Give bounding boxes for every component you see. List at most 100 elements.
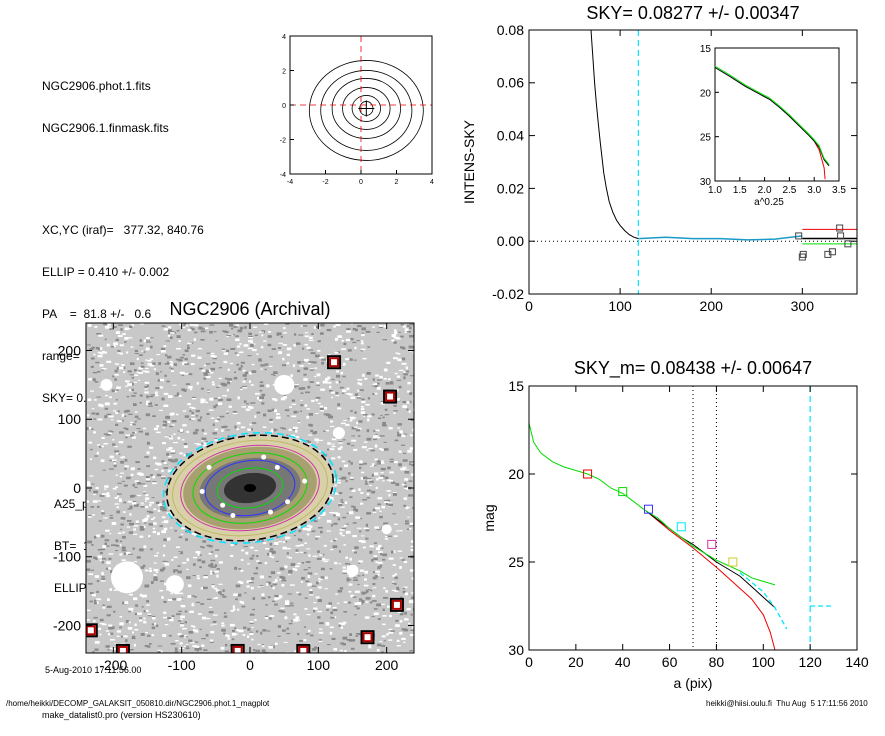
noise-speck xyxy=(163,461,167,465)
noise-speck xyxy=(156,354,161,356)
noise-speck xyxy=(108,415,114,418)
inset-xlabel: a^0.25 xyxy=(754,197,784,208)
contour-ytick-label: 0 xyxy=(282,103,286,110)
noise-speck xyxy=(218,583,223,585)
noise-speck xyxy=(348,511,354,515)
noise-speck xyxy=(199,416,203,419)
noise-speck xyxy=(194,331,198,334)
noise-speck xyxy=(117,482,122,484)
noise-speck xyxy=(361,400,366,404)
noise-speck xyxy=(218,591,222,594)
noise-speck xyxy=(386,499,391,502)
noise-speck xyxy=(214,428,218,431)
noise-speck xyxy=(308,413,313,416)
noise-speck xyxy=(114,450,120,453)
noise-speck xyxy=(86,559,91,563)
noise-speck xyxy=(259,389,263,392)
noise-speck xyxy=(321,358,327,361)
noise-speck xyxy=(330,616,335,619)
noise-speck xyxy=(178,597,182,601)
noise-speck xyxy=(167,469,173,473)
noise-speck xyxy=(214,564,218,567)
noise-speck xyxy=(359,460,363,464)
noise-speck xyxy=(116,452,119,455)
noise-speck xyxy=(192,431,198,435)
noise-speck xyxy=(358,560,363,563)
noise-speck xyxy=(329,385,332,389)
noise-speck xyxy=(161,469,164,472)
noise-speck xyxy=(216,574,219,578)
noise-speck xyxy=(110,570,114,574)
noise-speck xyxy=(288,574,291,576)
noise-speck xyxy=(131,637,136,640)
noise-speck xyxy=(365,523,368,527)
noise-speck xyxy=(245,408,251,411)
sky-xtick-label: 200 xyxy=(700,298,724,314)
noise-speck xyxy=(223,612,227,614)
noise-speck xyxy=(378,460,382,464)
noise-speck xyxy=(403,433,408,435)
noise-speck xyxy=(392,582,395,584)
noise-speck xyxy=(328,415,333,419)
noise-speck xyxy=(324,406,328,410)
noise-speck xyxy=(366,497,371,499)
noise-speck xyxy=(184,621,187,624)
noise-speck xyxy=(150,394,155,396)
noise-speck xyxy=(327,354,331,356)
noise-speck xyxy=(232,608,236,611)
noise-speck xyxy=(406,408,409,411)
noise-speck xyxy=(348,590,352,593)
noise-speck xyxy=(388,631,394,634)
noise-speck xyxy=(221,349,226,352)
noise-speck xyxy=(391,589,397,591)
masked-dot xyxy=(206,464,212,470)
noise-speck xyxy=(402,325,406,328)
noise-speck xyxy=(402,466,407,469)
noise-speck xyxy=(269,617,272,620)
noise-speck xyxy=(334,484,337,487)
noise-speck xyxy=(266,630,271,632)
noise-speck xyxy=(353,579,359,582)
noise-speck xyxy=(231,327,234,330)
noise-speck xyxy=(400,335,404,338)
noise-speck xyxy=(241,605,246,608)
noise-speck xyxy=(160,350,166,353)
noise-speck xyxy=(94,399,97,401)
noise-speck xyxy=(216,386,220,388)
noise-speck xyxy=(239,343,242,345)
noise-speck xyxy=(342,516,347,519)
noise-speck xyxy=(330,420,334,423)
noise-speck xyxy=(116,367,119,370)
noise-speck xyxy=(399,430,403,433)
noise-speck xyxy=(215,597,219,599)
noise-speck xyxy=(266,582,269,586)
noise-speck xyxy=(365,480,368,483)
noise-speck xyxy=(375,507,380,510)
noise-speck xyxy=(191,532,196,535)
noise-speck xyxy=(325,576,328,580)
inset-xtick-label: 2.0 xyxy=(758,185,772,196)
noise-speck xyxy=(149,504,152,507)
noise-speck xyxy=(358,427,362,430)
noise-speck xyxy=(143,620,147,624)
noise-speck xyxy=(139,535,144,538)
noise-speck xyxy=(271,348,276,350)
noise-speck xyxy=(266,581,272,585)
noise-speck xyxy=(199,554,202,556)
noise-speck xyxy=(235,335,239,338)
noise-speck xyxy=(197,419,202,422)
noise-speck xyxy=(221,622,225,624)
noise-speck xyxy=(104,407,109,410)
outer-ellipse-cyan xyxy=(162,431,338,545)
noise-speck xyxy=(354,602,357,606)
noise-speck xyxy=(140,566,144,569)
noise-speck xyxy=(210,355,215,357)
noise-speck xyxy=(397,431,402,434)
noise-speck xyxy=(327,381,332,384)
noise-speck xyxy=(318,631,324,634)
noise-speck xyxy=(268,431,274,433)
noise-speck xyxy=(145,340,151,342)
noise-speck xyxy=(205,633,209,637)
noise-speck xyxy=(250,344,254,347)
noise-speck xyxy=(199,566,202,569)
